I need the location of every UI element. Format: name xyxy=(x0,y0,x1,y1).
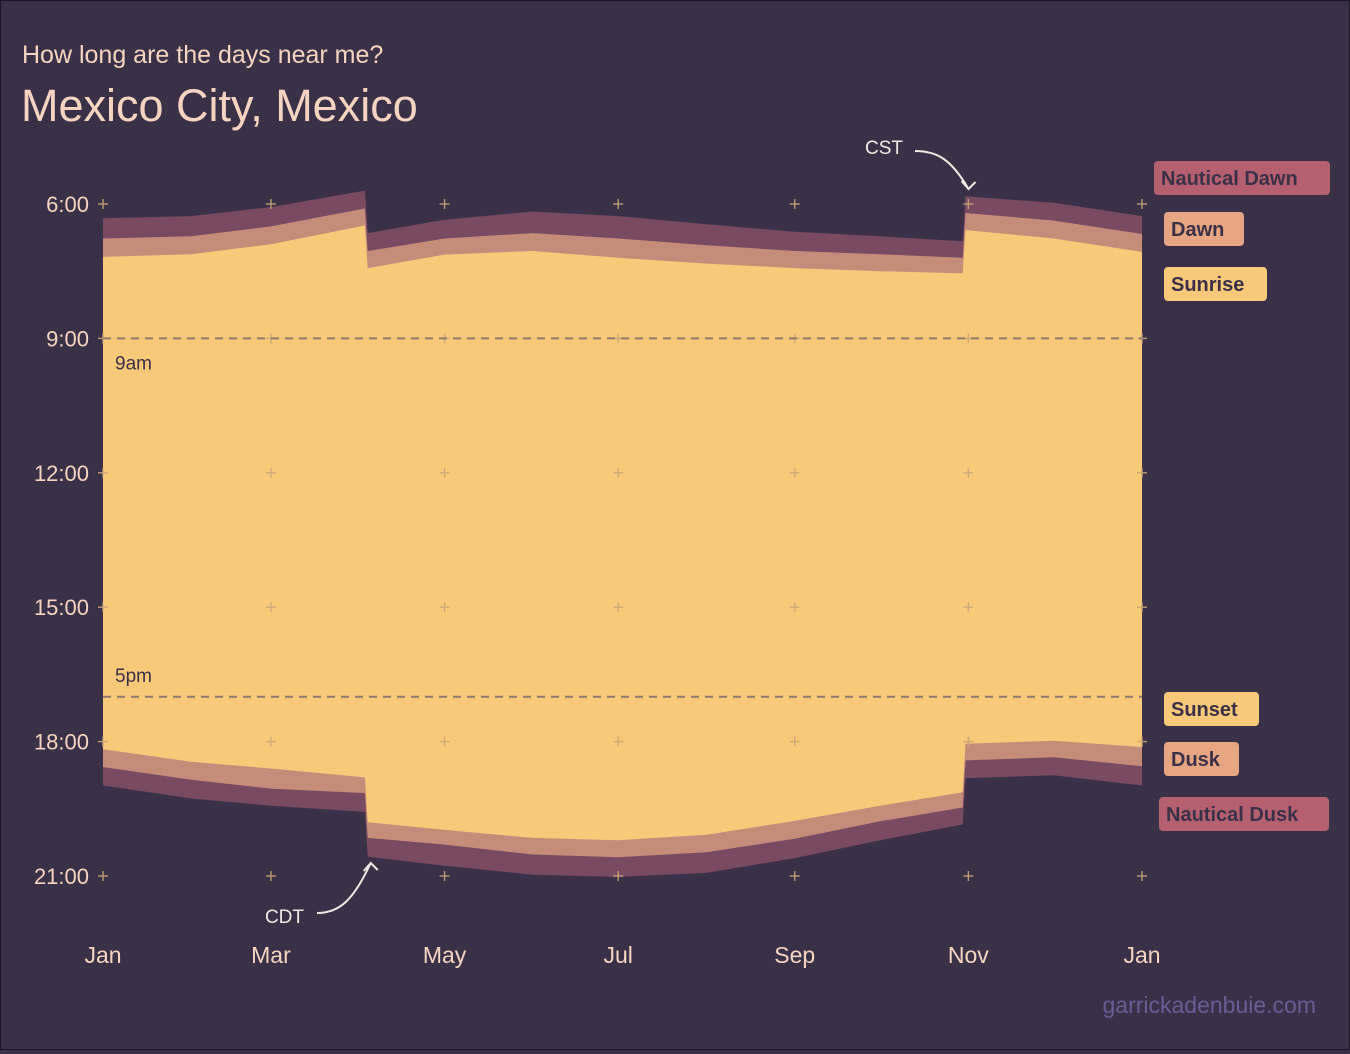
grid-plus xyxy=(1137,199,1147,209)
annotation-CST: CST xyxy=(865,138,977,191)
legend-label: Sunrise xyxy=(1171,274,1244,296)
grid-plus xyxy=(613,871,624,881)
x-tick-label: Sep xyxy=(774,942,815,968)
twilight-bands xyxy=(103,190,1142,877)
legend-box xyxy=(1164,692,1259,726)
annotation-CDT: CDT xyxy=(265,861,379,928)
credit-text: garrickadenbuie.com xyxy=(1102,992,1316,1018)
grid-plus xyxy=(265,199,276,209)
grid-plus xyxy=(963,467,974,478)
legend-label: Dawn xyxy=(1171,219,1224,241)
grid-plus xyxy=(789,199,800,209)
grid-plus xyxy=(1137,871,1147,881)
grid-plus xyxy=(98,199,108,209)
legend-item-sunrise: Sunrise xyxy=(1164,267,1267,301)
grid-plus xyxy=(98,467,108,478)
legend-label: Dusk xyxy=(1171,749,1221,771)
legend-label: Nautical Dawn xyxy=(1161,168,1298,190)
timezone-annotations: CDT CST xyxy=(265,138,977,928)
y-tick-label: 12:00 xyxy=(34,461,89,486)
grid-plus xyxy=(439,199,450,209)
legend-item-nautical-dawn: Nautical Dawn xyxy=(1154,161,1330,195)
grid-plus xyxy=(789,602,800,613)
annotation-label: CST xyxy=(865,138,903,159)
legend-box xyxy=(1164,742,1239,776)
legend-box xyxy=(1164,212,1244,246)
x-tick-label: Mar xyxy=(251,942,291,968)
grid-plus xyxy=(613,736,624,747)
annotation-arrowhead xyxy=(960,180,977,191)
grid-plus xyxy=(789,871,800,881)
reference-line-label-5pm: 5pm xyxy=(115,666,152,687)
grid-plus xyxy=(1137,467,1147,478)
grid-plus xyxy=(439,871,450,881)
y-axis: 6:00 9:00 12:00 15:00 18:00 21:00 xyxy=(34,192,89,889)
grid-plus-marks xyxy=(98,199,1147,881)
grid-plus xyxy=(1137,602,1147,613)
x-tick-label: Jul xyxy=(604,942,633,968)
x-tick-label: May xyxy=(423,942,467,968)
annotation-arrow xyxy=(316,862,372,914)
grid-plus xyxy=(265,602,276,613)
grid-plus xyxy=(963,199,974,209)
x-tick-label: Jan xyxy=(84,942,121,968)
chart-title: Mexico City, Mexico xyxy=(21,80,418,131)
grid-plus xyxy=(963,736,974,747)
grid-plus xyxy=(265,736,276,747)
legend-item-dusk: Dusk xyxy=(1164,742,1239,776)
reference-lines: 9am 5pm xyxy=(103,337,1142,698)
grid-plus xyxy=(439,602,450,613)
grid-plus xyxy=(789,467,800,478)
grid-plus xyxy=(963,871,974,881)
grid-plus xyxy=(98,736,108,747)
grid-plus xyxy=(98,871,108,881)
x-axis: Jan Mar May Jul Sep Nov Jan xyxy=(84,942,1160,968)
daylight-band xyxy=(103,225,1142,841)
legend-item-sunset: Sunset xyxy=(1164,692,1259,726)
y-tick-label: 9:00 xyxy=(46,326,89,351)
legend-label: Sunset xyxy=(1171,699,1238,721)
legend: Nautical Dawn Dawn Sunrise Sunset Dusk Nautic… xyxy=(1154,161,1330,831)
x-tick-label: Nov xyxy=(948,942,989,968)
annotation-arrowhead xyxy=(362,861,379,872)
legend-box xyxy=(1154,161,1330,195)
grid-plus xyxy=(439,467,450,478)
grid-plus xyxy=(265,871,276,881)
reference-line-label-9am: 9am xyxy=(115,353,152,374)
y-tick-label: 6:00 xyxy=(46,192,89,217)
grid-plus xyxy=(613,467,624,478)
grid-plus xyxy=(98,602,108,613)
y-tick-label: 18:00 xyxy=(34,730,89,755)
grid-plus xyxy=(613,199,624,209)
grid-plus xyxy=(1137,736,1147,747)
legend-item-dawn: Dawn xyxy=(1164,212,1244,246)
annotation-arrow xyxy=(914,150,970,190)
legend-item-nautical-dusk: Nautical Dusk xyxy=(1159,797,1329,831)
grid-plus xyxy=(963,602,974,613)
legend-label: Nautical Dusk xyxy=(1166,804,1299,826)
annotation-label: CDT xyxy=(265,907,304,928)
y-tick-label: 21:00 xyxy=(34,864,89,889)
grid-plus xyxy=(439,736,450,747)
grid-plus xyxy=(265,467,276,478)
grid-plus xyxy=(613,602,624,613)
grid-plus xyxy=(789,736,800,747)
legend-box xyxy=(1164,267,1267,301)
y-tick-label: 15:00 xyxy=(34,595,89,620)
legend-box xyxy=(1159,797,1329,831)
chart-subtitle: How long are the days near me? xyxy=(22,41,383,69)
x-tick-label: Jan xyxy=(1123,942,1160,968)
